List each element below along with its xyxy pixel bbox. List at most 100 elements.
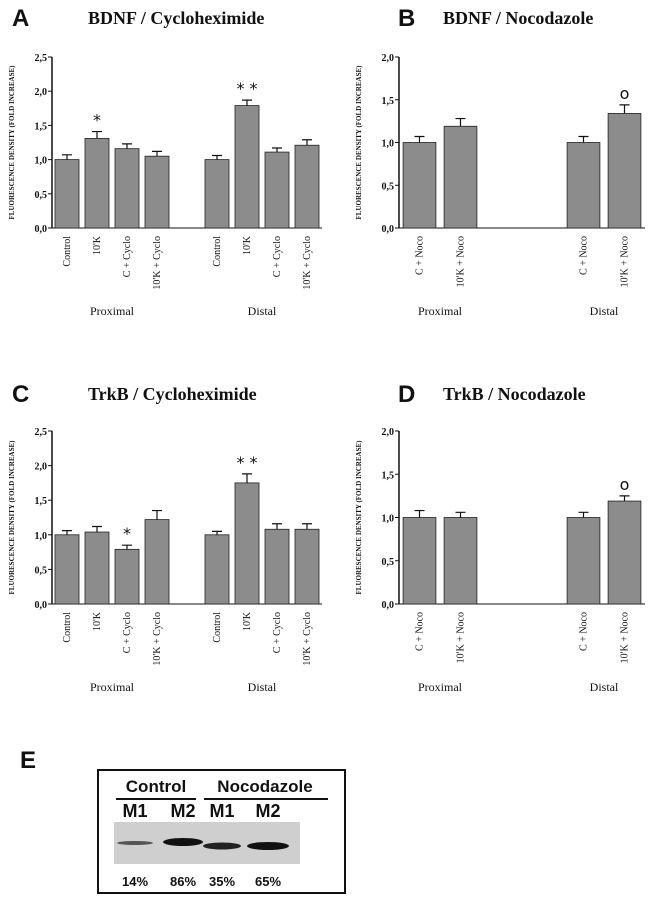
y-tick-label: 1,5 xyxy=(382,96,395,107)
bar xyxy=(402,517,437,605)
panel-letter: A xyxy=(12,5,29,32)
error-bar xyxy=(62,530,72,535)
chart-title: BDNF / Cycloheximide xyxy=(88,8,264,28)
y-axis-label: FLUORESCENCE DENSITY (FOLD INCREASE) xyxy=(8,65,16,220)
error-bar xyxy=(302,523,312,530)
x-tick-label: 10'K xyxy=(242,611,253,631)
significance-mark: o xyxy=(620,475,630,494)
y-tick-label: 2,5 xyxy=(35,53,48,64)
bar xyxy=(566,517,601,605)
x-tick-label: 10'K + Noco xyxy=(456,612,467,663)
significance-mark: * xyxy=(93,111,101,130)
group-label: Proximal xyxy=(418,680,463,694)
band xyxy=(117,841,153,845)
group-label: Proximal xyxy=(90,304,135,318)
x-tick-label: C + Cyclo xyxy=(122,236,133,277)
x-tick-label: C + Cyclo xyxy=(122,612,133,653)
band xyxy=(203,842,241,850)
lane-label: M1 xyxy=(209,801,234,821)
y-tick-label: 1,5 xyxy=(382,470,395,481)
x-tick-label: 10'K + Noco xyxy=(620,612,631,663)
x-tick-label: 10'K + Cyclo xyxy=(302,236,313,290)
y-tick-label: 2,0 xyxy=(35,462,48,473)
y-tick-label: 2,5 xyxy=(35,427,48,438)
bar xyxy=(264,151,290,229)
error-bar xyxy=(242,473,252,483)
band xyxy=(163,838,203,846)
error-bar xyxy=(212,154,222,160)
bar xyxy=(607,113,642,229)
group-label: Distal xyxy=(590,680,619,694)
x-tick-label: C + Cyclo xyxy=(272,236,283,277)
bar xyxy=(264,528,290,605)
bar xyxy=(443,517,478,605)
y-axis-label: FLUORESCENCE DENSITY (FOLD INCREASE) xyxy=(8,440,16,595)
y-tick-label: 1,0 xyxy=(35,156,48,167)
bar xyxy=(84,137,110,229)
percentage: 14% xyxy=(122,874,148,889)
percentage: 65% xyxy=(255,874,281,889)
y-tick-label: 0,0 xyxy=(382,600,395,611)
bar xyxy=(294,144,320,229)
y-tick-label: 1,5 xyxy=(35,496,48,507)
group-label: Nocodazole xyxy=(217,777,312,796)
group-label: Control xyxy=(126,777,186,796)
error-bar xyxy=(92,525,102,533)
bar xyxy=(204,534,230,605)
panel-letter: E xyxy=(20,747,36,774)
x-tick-label: C + Noco xyxy=(579,236,590,275)
percentage: 86% xyxy=(170,874,196,889)
x-tick-label: Control xyxy=(62,612,73,643)
bar xyxy=(54,159,80,229)
blot-frame xyxy=(97,769,346,894)
y-tick-label: 0,0 xyxy=(35,224,48,235)
bar xyxy=(144,155,170,229)
error-bar xyxy=(619,104,630,114)
error-bar xyxy=(578,135,589,143)
x-tick-label: 10'K xyxy=(242,235,253,255)
bar xyxy=(144,519,170,605)
x-tick-label: 10'K xyxy=(92,235,103,255)
error-bar xyxy=(62,154,72,160)
error-bar xyxy=(414,509,425,518)
x-tick-label: 10'K xyxy=(92,611,103,631)
lane-label: M1 xyxy=(122,801,147,821)
y-tick-label: 1,5 xyxy=(35,121,48,132)
y-tick-label: 0,5 xyxy=(382,557,395,568)
bar xyxy=(114,148,140,229)
y-tick-label: 1,0 xyxy=(35,531,48,542)
bar xyxy=(114,548,140,605)
chart-title: BDNF / Nocodazole xyxy=(443,8,593,28)
chart-title: TrkB / Nocodazole xyxy=(443,384,586,404)
bar xyxy=(54,534,80,605)
error-bar xyxy=(578,511,589,518)
group-label: Proximal xyxy=(418,304,463,318)
error-bar xyxy=(122,544,132,550)
y-axis-label: FLUORESCENCE DENSITY (FOLD INCREASE) xyxy=(355,440,363,595)
group-label: Distal xyxy=(248,680,277,694)
y-tick-label: 0,5 xyxy=(35,190,48,201)
group-label: Distal xyxy=(248,304,277,318)
error-bar xyxy=(619,495,630,502)
x-tick-label: 10'K + Noco xyxy=(456,236,467,287)
x-tick-label: C + Noco xyxy=(415,236,426,275)
percentage: 35% xyxy=(209,874,235,889)
error-bar xyxy=(212,530,222,535)
y-tick-label: 2,0 xyxy=(35,87,48,98)
bar xyxy=(204,159,230,229)
x-tick-label: C + Cyclo xyxy=(272,612,283,653)
y-tick-label: 2,0 xyxy=(382,53,395,64)
error-bar xyxy=(152,509,162,520)
x-tick-label: 10'K + Noco xyxy=(620,236,631,287)
error-bar xyxy=(455,117,466,127)
y-tick-label: 0,0 xyxy=(382,224,395,235)
bar xyxy=(234,482,260,605)
bar xyxy=(84,531,110,605)
y-tick-label: 0,0 xyxy=(35,600,48,611)
significance-mark: * xyxy=(123,524,131,543)
error-bar xyxy=(92,130,102,139)
error-bar xyxy=(302,139,312,146)
x-tick-label: Control xyxy=(212,236,223,267)
y-tick-label: 0,5 xyxy=(382,181,395,192)
